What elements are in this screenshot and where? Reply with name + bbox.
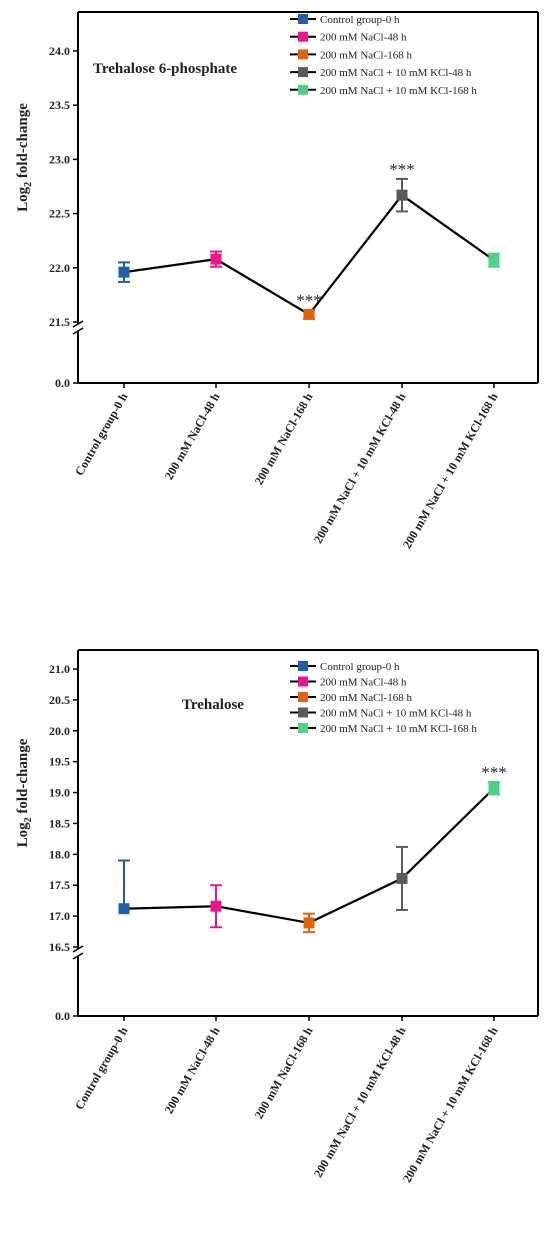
x-tick-label: 200 mM NaCl-48 h: [162, 390, 223, 482]
legend-label: 200 mM NaCl-48 h: [320, 677, 407, 689]
legend-label: 200 mM NaCl-168 h: [320, 49, 412, 61]
data-point: [488, 254, 500, 266]
significance-annotation: ***: [296, 291, 322, 310]
axis-break-mark: [72, 952, 84, 960]
chart-title: Trehalose 6-phosphate: [93, 61, 237, 77]
legend-marker: [298, 661, 308, 671]
y-axis-title-sub: 2: [23, 182, 34, 187]
x-tick-label: Control group-0 h: [72, 390, 131, 478]
y-tick-label: 19.5: [49, 755, 70, 769]
legend-label: Control group-0 h: [320, 661, 400, 673]
x-tick-label: 200 mM NaCl + 10 mM KCl-48 h: [311, 390, 409, 546]
y-axis-title-rest: fold-change: [15, 738, 31, 817]
y-tick-label: 18.0: [49, 847, 70, 861]
data-point: [303, 917, 315, 929]
data-point: [303, 308, 315, 320]
legend-label: Control group-0 h: [320, 14, 400, 26]
y-axis-title: Log2 fold-change: [15, 738, 34, 847]
legend-label: 200 mM NaCl-168 h: [320, 692, 412, 704]
x-tick-label: 200 mM NaCl-48 h: [162, 1024, 223, 1116]
series-line: [123, 787, 495, 925]
y-tick-label: 21.5: [49, 315, 70, 329]
x-tick-label: 200 mM NaCl + 10 mM KCl-168 h: [400, 390, 501, 551]
y-tick-label: 20.5: [49, 693, 70, 707]
legend-marker: [298, 692, 308, 702]
axis-break-mark: [72, 945, 84, 953]
legend-marker: [298, 49, 308, 60]
data-point: [118, 266, 130, 278]
x-tick-label: Control group-0 h: [72, 1024, 131, 1112]
significance-annotation: ***: [389, 160, 415, 179]
data-point: [118, 903, 130, 915]
y-tick-label: 20.0: [49, 724, 70, 738]
y-tick-label: 19.0: [49, 786, 70, 800]
legend-marker: [298, 676, 308, 687]
x-tick-label: 200 mM NaCl-168 h: [252, 390, 316, 487]
legend-label: 200 mM NaCl-48 h: [320, 32, 407, 44]
data-point: [488, 782, 500, 794]
x-tick-label: 200 mM NaCl + 10 mM KCl-168 h: [400, 1024, 501, 1185]
legend-label: 200 mM NaCl + 10 mM KCl-168 h: [320, 723, 477, 735]
y-tick-label: 16.5: [49, 940, 70, 954]
data-point: [210, 900, 222, 912]
legend-marker: [298, 67, 308, 78]
y-tick-label: 0.0: [55, 1009, 70, 1023]
axis-break-mark: [72, 327, 84, 335]
y-tick-label: 21.0: [49, 662, 70, 676]
y-axis-title-rest: fold-change: [15, 103, 31, 182]
y-axis-title: Log2 fold-change: [15, 103, 34, 212]
y-tick-label: 23.0: [49, 152, 70, 166]
y-tick-label: 17.5: [49, 878, 70, 892]
legend-marker: [298, 723, 308, 733]
y-axis-title-main: Log: [15, 186, 31, 212]
y-tick-label: 23.5: [49, 98, 70, 112]
legend-marker: [298, 31, 308, 42]
y-tick-label: 22.0: [49, 261, 70, 275]
legend-label: 200 mM NaCl + 10 mM KCl-48 h: [320, 67, 472, 79]
data-point: [210, 253, 222, 265]
chart-panel-1: 21.5 22.0 22.5 23.0 23.5 24.0 0.0 Log2 fold-cha…: [15, 11, 539, 551]
legend: Control group-0 h 200 mM NaCl-48 h 200 mM …: [290, 661, 477, 735]
significance-annotation: ***: [481, 763, 507, 782]
legend: Control group-0 h 200 mM NaCl-48 h 200 mM …: [290, 14, 477, 97]
y-tick-label: 24.0: [49, 44, 70, 58]
y-tick-label: 18.5: [49, 816, 70, 830]
data-point: [396, 872, 408, 884]
legend-label: 200 mM NaCl + 10 mM KCl-168 h: [320, 85, 477, 97]
legend-marker: [298, 707, 308, 718]
data-point: [396, 189, 408, 201]
axis-break-mark: [72, 320, 84, 328]
y-tick-label: 0.0: [55, 376, 70, 390]
legend-marker: [298, 14, 308, 24]
y-axis-title-main: Log: [15, 822, 31, 848]
chart-title: Trehalose: [182, 697, 244, 713]
legend-label: 200 mM NaCl + 10 mM KCl-48 h: [320, 708, 472, 720]
x-tick-label: 200 mM NaCl + 10 mM KCl-48 h: [311, 1024, 409, 1180]
chart-panel-2: 16.517.017.518.018.519.019.520.020.521.0…: [15, 649, 539, 1185]
y-tick-label: 17.0: [49, 909, 70, 923]
y-tick-label: 22.5: [49, 207, 70, 221]
legend-marker: [298, 84, 308, 95]
x-tick-label: 200 mM NaCl-168 h: [252, 1024, 316, 1121]
y-axis-title-sub: 2: [23, 817, 34, 822]
